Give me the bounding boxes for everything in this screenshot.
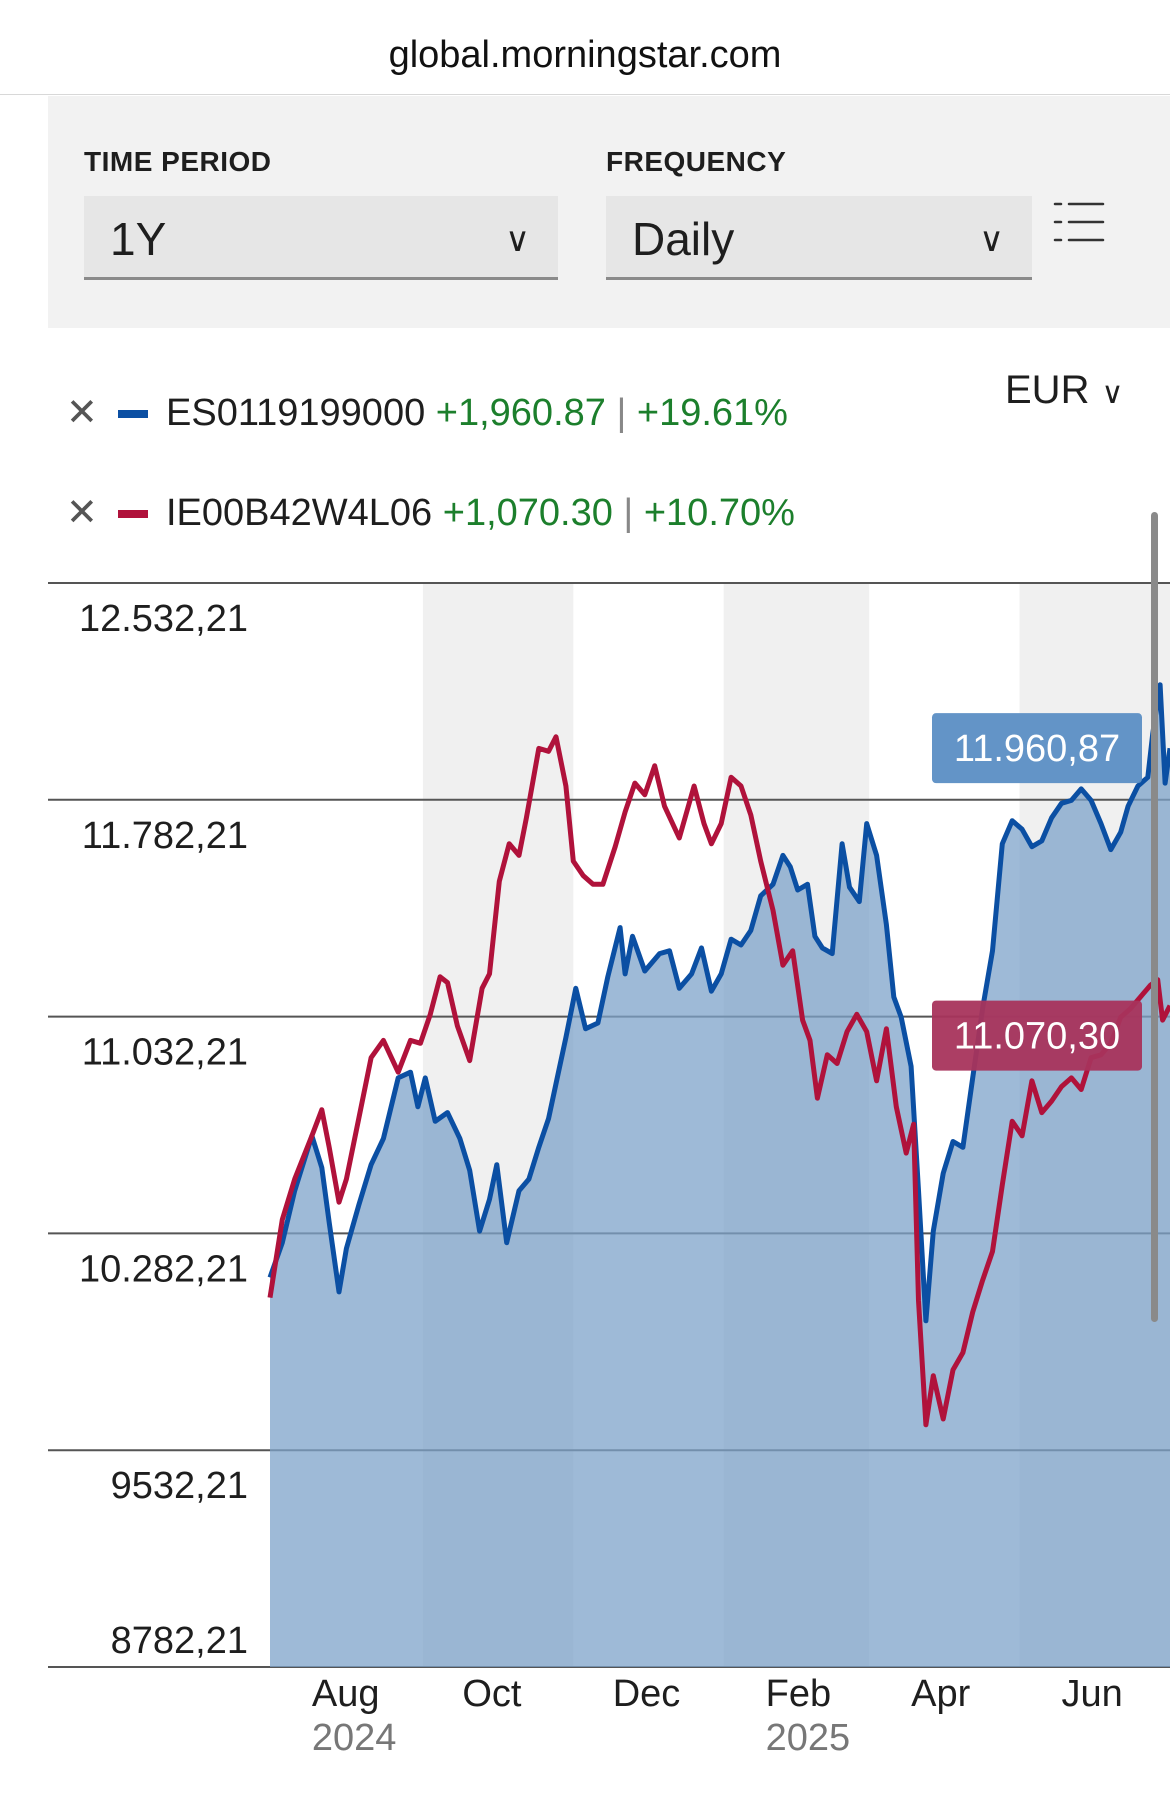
close-icon[interactable]: ✕ (66, 392, 98, 434)
y-tick-label: 12.532,21 (79, 598, 248, 640)
time-period-label: TIME PERIOD (84, 146, 272, 177)
currency-value: EUR (1005, 368, 1090, 412)
chevron-down-icon: ∨ (1101, 377, 1124, 410)
series-code: IE00B42W4L06 (166, 492, 433, 534)
legend-separator: | (616, 392, 627, 434)
time-period-select[interactable]: 1Y ∨ (84, 196, 558, 280)
series-swatch (118, 410, 148, 418)
end-value-label: 11.070,30 (954, 1016, 1120, 1058)
x-tick-label: Apr (911, 1673, 970, 1715)
series-area (270, 684, 1170, 1667)
x-tick-label: Jun (1062, 1673, 1123, 1715)
y-tick-label: 9532,21 (111, 1465, 248, 1507)
y-tick-label: 11.032,21 (82, 1032, 248, 1074)
legend-separator: | (623, 492, 634, 534)
end-value-box (932, 1000, 1142, 1071)
list-icon[interactable] (1053, 200, 1105, 246)
x-tick-label: Aug (312, 1673, 380, 1715)
end-value-box (932, 713, 1142, 784)
chevron-down-icon: ∨ (505, 221, 530, 259)
chart-scrollbar[interactable] (1151, 512, 1158, 1322)
x-tick-year: 2025 (766, 1717, 851, 1759)
series-swatch (118, 510, 148, 518)
series-pct: +10.70% (643, 492, 795, 534)
y-tick-label: 8782,21 (111, 1620, 248, 1662)
x-tick-label: Feb (766, 1673, 831, 1715)
series-change: +1,070.30 (442, 492, 613, 534)
x-tick-year: 2024 (312, 1717, 397, 1759)
y-tick-label: 11.782,21 (82, 815, 248, 857)
close-icon[interactable]: ✕ (66, 492, 98, 534)
series-line (267, 734, 1170, 1428)
frequency-select[interactable]: Daily ∨ (606, 196, 1032, 280)
frequency-label: FREQUENCY (606, 146, 787, 177)
end-value-label: 11.960,87 (954, 728, 1120, 770)
x-tick-label: Oct (462, 1673, 522, 1715)
x-tick-label: Dec (613, 1673, 681, 1715)
chevron-down-icon: ∨ (979, 221, 1004, 259)
url-text: global.morningstar.com (388, 34, 782, 76)
y-tick-label: 10.282,21 (79, 1248, 248, 1290)
series-change: +1,960.87 (435, 392, 606, 434)
series-pct: +19.61% (636, 392, 788, 434)
chart-band-overlay (724, 583, 869, 1667)
series-line (267, 682, 1170, 1324)
chart-controls-panel: TIME PERIOD 1Y ∨ FREQUENCY Daily ∨ (48, 96, 1170, 328)
url-bar[interactable]: global.morningstar.com (0, 0, 1170, 95)
frequency-value: Daily (632, 213, 735, 265)
time-period-value: 1Y (110, 213, 167, 265)
series-code: ES0119199000 (166, 392, 426, 434)
currency-select[interactable]: EUR ∨ (1005, 368, 1123, 413)
